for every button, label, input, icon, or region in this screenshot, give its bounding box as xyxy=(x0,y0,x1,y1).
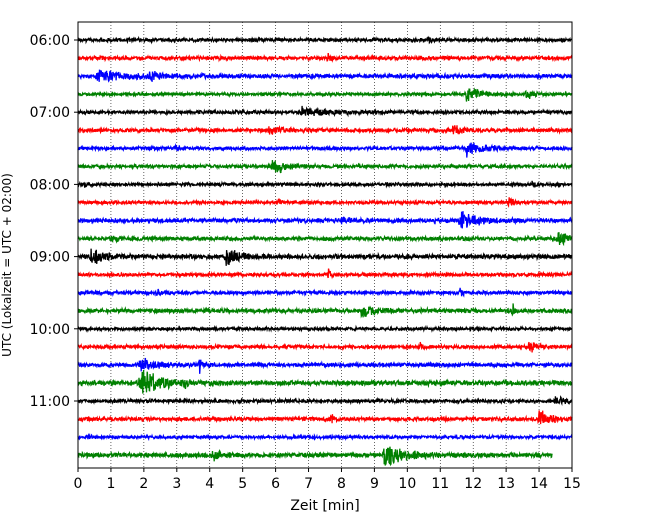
x-tick-label-15: 15 xyxy=(563,476,581,492)
trace-0600 xyxy=(77,35,573,45)
trace-1145 xyxy=(77,446,553,467)
y-axis: 06:00 07:00 08:00 09:00 10:00 11:00 xyxy=(30,33,78,410)
trace-0945 xyxy=(77,303,573,319)
trace-0800 xyxy=(77,180,573,189)
x-tick-label-13: 13 xyxy=(497,476,515,492)
trace-1015 xyxy=(77,341,573,353)
trace-0830 xyxy=(77,211,573,229)
trace-0815 xyxy=(77,197,573,208)
trace-0745 xyxy=(77,160,573,174)
x-tick-label-10: 10 xyxy=(398,476,416,492)
x-tick-label-6: 6 xyxy=(271,476,280,492)
trace-0845 xyxy=(77,232,573,247)
x-tick-label-9: 9 xyxy=(370,476,379,492)
y-tick-label-0800: 08:00 xyxy=(30,177,70,193)
trace-1030 xyxy=(77,357,573,374)
x-tick-label-7: 7 xyxy=(304,476,313,492)
trace-0630 xyxy=(77,69,573,83)
trace-0615 xyxy=(77,52,573,63)
x-tick-label-11: 11 xyxy=(431,476,449,492)
trace-0715 xyxy=(77,124,573,135)
trace-layer xyxy=(77,35,573,467)
x-axis: 0 1 2 3 4 5 6 7 8 9 10 11 12 13 14 15 xyxy=(74,468,581,492)
trace-0645 xyxy=(77,87,573,102)
x-tick-label-5: 5 xyxy=(238,476,247,492)
trace-1045 xyxy=(77,370,573,394)
x-tick-label-8: 8 xyxy=(337,476,346,492)
y-tick-label-0700: 07:00 xyxy=(30,105,70,121)
trace-1130 xyxy=(77,433,573,442)
trace-1100 xyxy=(77,395,573,407)
x-tick-label-4: 4 xyxy=(205,476,214,492)
x-tick-label-14: 14 xyxy=(530,476,548,492)
y-tick-label-1100: 11:00 xyxy=(30,394,70,410)
x-tick-label-3: 3 xyxy=(172,476,181,492)
trace-0700 xyxy=(77,105,573,118)
grid-layer xyxy=(110,22,540,468)
trace-0900 xyxy=(77,248,573,266)
x-tick-label-0: 0 xyxy=(74,476,83,492)
trace-1000 xyxy=(77,324,573,333)
trace-1115 xyxy=(77,410,573,425)
y-axis-title: UTC (Lokalzeit = UTC + 02:00) xyxy=(0,173,14,357)
trace-0915 xyxy=(77,268,573,280)
x-tick-label-1: 1 xyxy=(106,476,115,492)
y-tick-label-1000: 10:00 xyxy=(30,322,70,338)
x-axis-title: Zeit [min] xyxy=(290,498,359,514)
y-tick-label-0600: 06:00 xyxy=(30,33,70,49)
x-tick-label-2: 2 xyxy=(139,476,148,492)
y-tick-label-0900: 09:00 xyxy=(30,250,70,266)
x-tick-label-12: 12 xyxy=(464,476,482,492)
plot-frame xyxy=(77,21,573,469)
trace-0730 xyxy=(77,142,573,158)
trace-0930 xyxy=(77,287,573,298)
